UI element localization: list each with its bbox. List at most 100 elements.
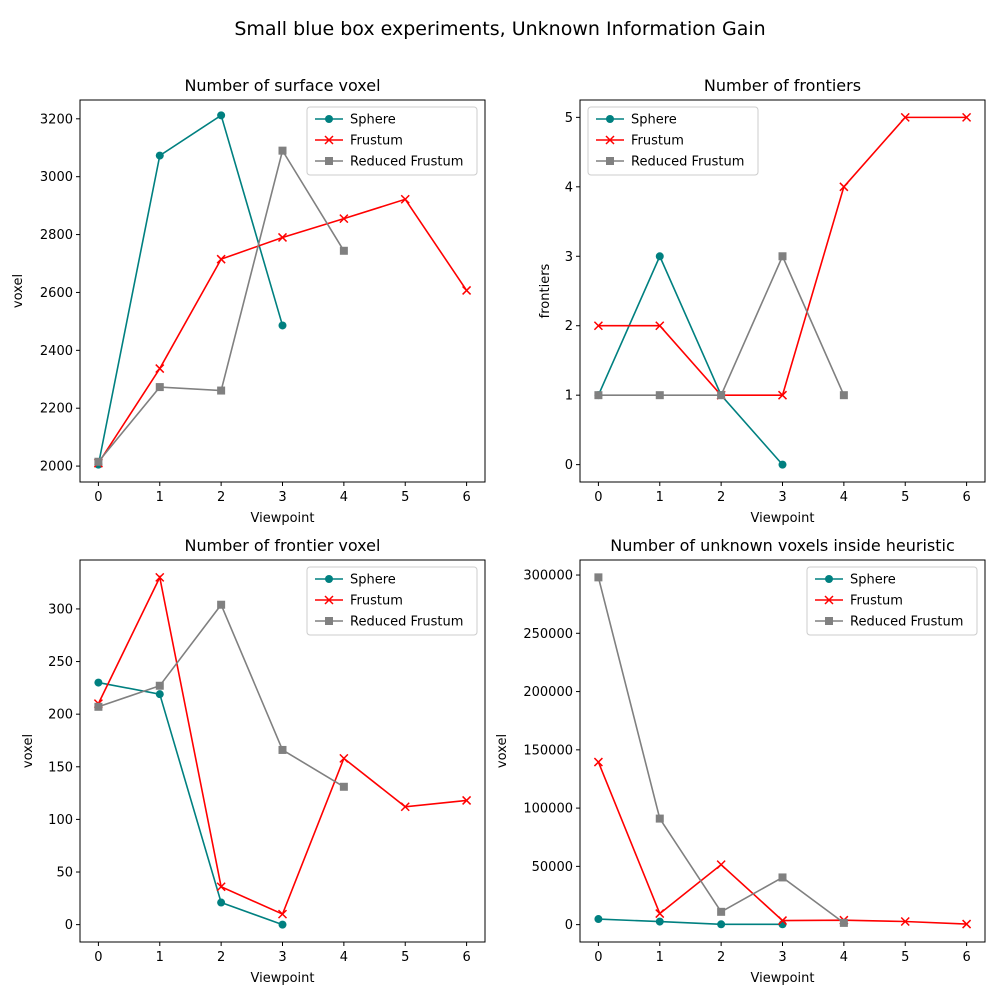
y-tick-label: 250000 bbox=[523, 627, 573, 642]
legend-entry-frustum: Frustum bbox=[315, 594, 403, 609]
data-point-sphere bbox=[278, 321, 287, 330]
y-tick-label: 150000 bbox=[523, 743, 573, 758]
y-tick-label: 150 bbox=[48, 760, 73, 775]
data-point-frustum bbox=[277, 909, 288, 919]
legend-label: Frustum bbox=[850, 594, 903, 609]
data-point-reduced-frustum bbox=[594, 391, 603, 400]
data-point-sphere bbox=[94, 678, 103, 687]
legend-marker bbox=[324, 595, 334, 605]
x-tick-label: 2 bbox=[217, 490, 225, 505]
y-tick-label: 1 bbox=[565, 389, 573, 404]
series-frustum bbox=[593, 112, 972, 400]
x-tick-label: 6 bbox=[462, 950, 470, 965]
data-point-reduced-frustum bbox=[778, 873, 787, 882]
data-point-frustum bbox=[777, 916, 788, 926]
legend-marker bbox=[824, 595, 834, 605]
data-point-sphere bbox=[217, 898, 226, 907]
data-point-frustum bbox=[593, 757, 603, 767]
legend-label: Sphere bbox=[850, 573, 896, 588]
y-tick-label: 50 bbox=[56, 866, 73, 881]
legend-marker bbox=[324, 135, 334, 145]
data-point-reduced-frustum bbox=[717, 907, 726, 916]
x-tick-label: 5 bbox=[401, 490, 409, 505]
legend-label: Reduced Frustum bbox=[350, 615, 463, 630]
y-axis-label: voxel bbox=[11, 274, 26, 308]
legend-marker bbox=[325, 157, 333, 165]
x-tick-label: 1 bbox=[656, 490, 664, 505]
y-axis-label: frontiers bbox=[538, 263, 553, 318]
x-tick-label: 2 bbox=[717, 490, 725, 505]
x-tick-label: 0 bbox=[594, 490, 602, 505]
legend-label: Sphere bbox=[350, 573, 396, 588]
data-point-reduced-frustum bbox=[155, 383, 164, 392]
x-axis-label: Viewpoint bbox=[750, 971, 814, 986]
data-point-reduced-frustum bbox=[155, 681, 164, 690]
plot-area bbox=[593, 112, 972, 469]
series-sphere bbox=[94, 678, 287, 929]
legend-entry-sphere: Sphere bbox=[815, 573, 896, 588]
plot-area bbox=[93, 111, 472, 469]
data-point-frustum bbox=[339, 214, 349, 224]
y-tick-label: 0 bbox=[565, 918, 573, 933]
series-reduced-frustum bbox=[94, 600, 348, 791]
legend-entry-reduced-frustum: Reduced Frustum bbox=[315, 615, 463, 630]
x-tick-label: 5 bbox=[901, 490, 909, 505]
legend-box bbox=[587, 106, 759, 176]
x-tick-label: 6 bbox=[962, 490, 970, 505]
plot-area bbox=[593, 573, 972, 929]
y-tick-label: 50000 bbox=[532, 860, 573, 875]
legend-entry-reduced-frustum: Reduced Frustum bbox=[596, 155, 744, 170]
y-tick-label: 300000 bbox=[523, 569, 573, 584]
data-point-frustum bbox=[400, 802, 410, 812]
data-point-frustum bbox=[593, 321, 603, 331]
x-axis-label: Viewpoint bbox=[750, 511, 814, 526]
data-point-sphere bbox=[655, 252, 664, 261]
data-point-sphere bbox=[717, 920, 726, 929]
panel-frontier-voxel: Number of frontier voxel 0 1 2 3 4 5 6 0 50 100 150… bbox=[21, 536, 486, 986]
panel-frontiers: Number of frontiers 0 1 2 3 4 5 6 0 1 2 3 4 5 Viewpoin… bbox=[538, 76, 986, 526]
x-tick-label: 4 bbox=[340, 490, 348, 505]
legend-marker bbox=[825, 575, 833, 583]
data-point-frustum bbox=[900, 112, 910, 122]
x-axis-label: Viewpoint bbox=[250, 511, 314, 526]
data-point-frustum bbox=[400, 194, 410, 204]
y-tick-label: 3200 bbox=[40, 112, 73, 127]
data-point-sphere bbox=[217, 111, 226, 120]
x-tick-label: 5 bbox=[401, 950, 409, 965]
legend: Sphere Frustum Reduced Frustum bbox=[306, 566, 478, 636]
chart-title: Number of frontier voxel bbox=[185, 536, 381, 555]
x-tick-label: 6 bbox=[462, 490, 470, 505]
data-point-reduced-frustum bbox=[839, 918, 848, 927]
x-tick-label: 3 bbox=[278, 490, 286, 505]
data-point-reduced-frustum bbox=[217, 386, 226, 395]
data-point-frustum bbox=[962, 919, 972, 929]
series-frustum bbox=[93, 194, 472, 468]
legend-box bbox=[306, 566, 478, 636]
x-tick-label: 0 bbox=[594, 950, 602, 965]
legend-label: Frustum bbox=[631, 134, 684, 149]
data-point-frustum bbox=[216, 882, 226, 892]
legend-marker bbox=[606, 115, 614, 123]
chart-title: Number of unknown voxels inside heuristi… bbox=[610, 536, 955, 555]
data-point-reduced-frustum bbox=[655, 391, 664, 400]
data-point-frustum bbox=[155, 364, 165, 374]
legend-label: Frustum bbox=[350, 134, 403, 149]
legend-label: Reduced Frustum bbox=[850, 615, 963, 630]
data-point-frustum bbox=[777, 390, 788, 400]
y-tick-label: 4 bbox=[565, 180, 573, 195]
legend-box bbox=[806, 566, 978, 636]
x-tick-label: 1 bbox=[156, 490, 164, 505]
series-line-sphere bbox=[97, 114, 284, 465]
data-point-reduced-frustum bbox=[94, 702, 103, 711]
y-tick-label: 5 bbox=[565, 111, 573, 126]
data-point-sphere bbox=[155, 690, 164, 699]
y-tick-label: 2600 bbox=[40, 286, 73, 301]
data-point-reduced-frustum bbox=[339, 246, 348, 255]
series-line-sphere bbox=[98, 681, 283, 926]
data-point-frustum bbox=[716, 860, 726, 870]
chart-title: Number of frontiers bbox=[704, 76, 861, 95]
legend-box bbox=[306, 106, 478, 176]
data-point-frustum bbox=[655, 321, 665, 331]
legend-marker bbox=[825, 617, 833, 625]
x-tick-label: 2 bbox=[217, 950, 225, 965]
